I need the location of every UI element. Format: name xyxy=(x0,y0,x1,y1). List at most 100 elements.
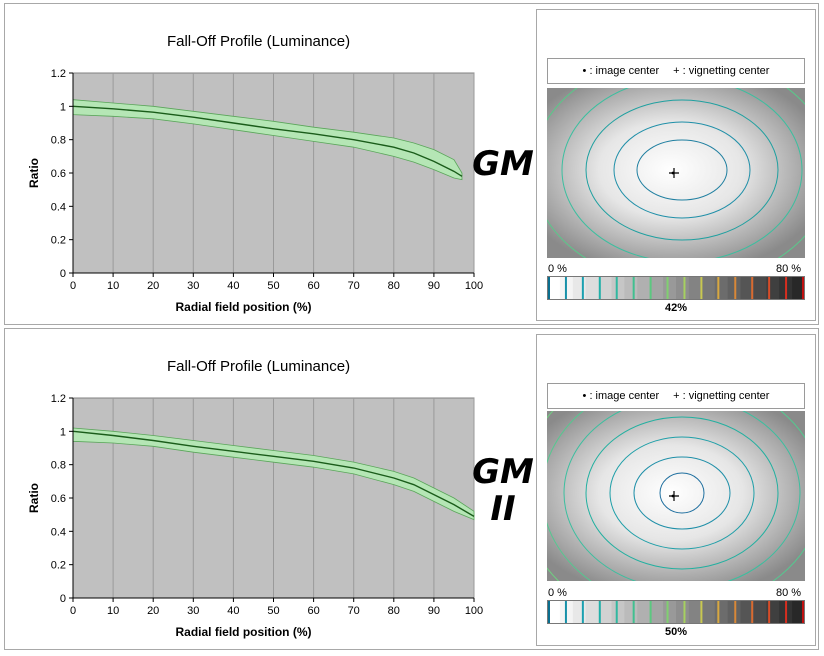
x-tick-label: 70 xyxy=(348,280,360,292)
scale-min-label: 0 % xyxy=(548,263,567,275)
x-tick-label: 40 xyxy=(227,605,239,617)
scale-segment xyxy=(663,276,677,300)
x-tick-label: 100 xyxy=(465,605,483,617)
contour-line xyxy=(561,88,803,258)
vignetting-panel-1: • : image center + : vignetting center 0… xyxy=(536,9,816,321)
contour-line xyxy=(563,411,801,581)
y-tick-label: 0.8 xyxy=(51,460,66,472)
scale-segment xyxy=(624,600,638,624)
y-tick-label: 0.2 xyxy=(51,235,66,247)
y-tick-label: 0 xyxy=(60,593,66,605)
scale-segment xyxy=(585,276,600,300)
scale-segment xyxy=(792,600,805,624)
panel-gm: Fall-Off Profile (Luminance) 0 10 20 30 40 50 6… xyxy=(4,3,819,325)
y-tick-label: 1 xyxy=(60,426,66,438)
vignetting-scale-bar xyxy=(547,276,805,300)
scale-max-label: 80 % xyxy=(776,587,802,599)
image-center-marker xyxy=(671,171,675,175)
vignetting-scale-bar xyxy=(547,600,805,624)
vignetting-legend: • : image center + : vignetting center xyxy=(547,383,805,409)
contour-line xyxy=(609,436,755,550)
scale-segment xyxy=(714,600,729,624)
x-tick-label: 10 xyxy=(107,605,119,617)
contour-line xyxy=(585,99,779,241)
scale-segment xyxy=(676,276,690,300)
x-tick-label: 10 xyxy=(107,280,119,292)
vignetting-map xyxy=(547,411,805,581)
panel-gm-ii: Fall-Off Profile (Luminance) 0 10 20 30 40 50 6… xyxy=(4,328,819,650)
scale-frame xyxy=(547,600,805,624)
legend-image-center: • : image center xyxy=(582,390,660,402)
falloff-chart-1: Fall-Off Profile (Luminance)0 10 20 30 40 50 6… xyxy=(27,33,483,314)
scale-segment xyxy=(740,600,754,624)
scale-segment xyxy=(547,600,561,624)
x-tick-label: 90 xyxy=(428,280,440,292)
x-tick-label: 0 xyxy=(70,280,76,292)
contour-line xyxy=(613,121,751,219)
y-tick-label: 1 xyxy=(60,101,66,113)
x-tick-label: 60 xyxy=(307,605,319,617)
scale-segment xyxy=(572,276,587,300)
scale-segment xyxy=(624,276,638,300)
mean-line xyxy=(72,105,463,177)
y-axis-label: Ratio xyxy=(27,483,41,513)
x-tick-label: 20 xyxy=(147,280,159,292)
scale-segment xyxy=(753,276,767,300)
chart-title: Fall-Off Profile (Luminance) xyxy=(167,358,350,375)
x-tick-label: 50 xyxy=(267,280,279,292)
x-tick-label: 30 xyxy=(187,605,199,617)
scale-segment xyxy=(585,600,600,624)
confidence-band xyxy=(72,427,475,521)
x-tick-label: 100 xyxy=(465,280,483,292)
lens-label-gm-ii: GM II xyxy=(472,452,534,530)
y-axis-label: Ratio xyxy=(27,158,41,188)
scale-segment xyxy=(611,600,625,624)
scale-segment xyxy=(637,600,651,624)
x-tick-label: 60 xyxy=(307,280,319,292)
scale-segment xyxy=(650,276,664,300)
y-tick-label: 0.8 xyxy=(51,135,66,147)
y-tick-label: 0.6 xyxy=(51,168,66,180)
y-tick-label: 0.2 xyxy=(51,560,66,572)
scale-max-label: 80 % xyxy=(776,263,802,275)
y-tick-label: 0.4 xyxy=(51,526,66,538)
legend-vignetting-center: + : vignetting center xyxy=(673,390,770,402)
x-tick-label: 30 xyxy=(187,280,199,292)
scale-segment xyxy=(598,276,612,300)
x-tick-label: 50 xyxy=(267,605,279,617)
x-axis-label: Radial field position (%) xyxy=(175,300,311,314)
y-tick-label: 0 xyxy=(60,268,66,280)
scale-segment xyxy=(637,276,651,300)
scale-segment xyxy=(611,276,625,300)
scale-segment xyxy=(701,276,716,300)
x-tick-label: 0 xyxy=(70,605,76,617)
scale-segment xyxy=(688,276,703,300)
image-center-marker xyxy=(671,494,675,498)
scale-segment xyxy=(792,276,805,300)
vignetting-map xyxy=(547,88,805,258)
scale-segment xyxy=(547,276,561,300)
x-tick-label: 70 xyxy=(348,605,360,617)
y-tick-label: 0.4 xyxy=(51,201,66,213)
x-tick-label: 40 xyxy=(227,280,239,292)
scale-segment xyxy=(650,600,664,624)
contour-line xyxy=(633,456,731,530)
contour-line xyxy=(636,139,728,201)
mean-line xyxy=(72,430,475,517)
scale-segment xyxy=(714,276,729,300)
lens-label-gm: GM xyxy=(472,144,534,184)
y-tick-label: 1.2 xyxy=(51,393,66,405)
scale-frame xyxy=(547,276,805,300)
contour-line xyxy=(585,416,779,570)
x-tick-label: 20 xyxy=(147,605,159,617)
contour-line xyxy=(659,472,705,514)
chart-title: Fall-Off Profile (Luminance) xyxy=(167,33,350,50)
scale-segment xyxy=(740,276,754,300)
x-tick-label: 90 xyxy=(428,605,440,617)
vignetting-panel-2: • : image center + : vignetting center 0… xyxy=(536,334,816,646)
vignetting-value: 50% xyxy=(664,626,688,638)
scale-segment xyxy=(753,600,767,624)
y-tick-label: 1.2 xyxy=(51,68,66,80)
x-tick-label: 80 xyxy=(388,280,400,292)
x-tick-label: 80 xyxy=(388,605,400,617)
